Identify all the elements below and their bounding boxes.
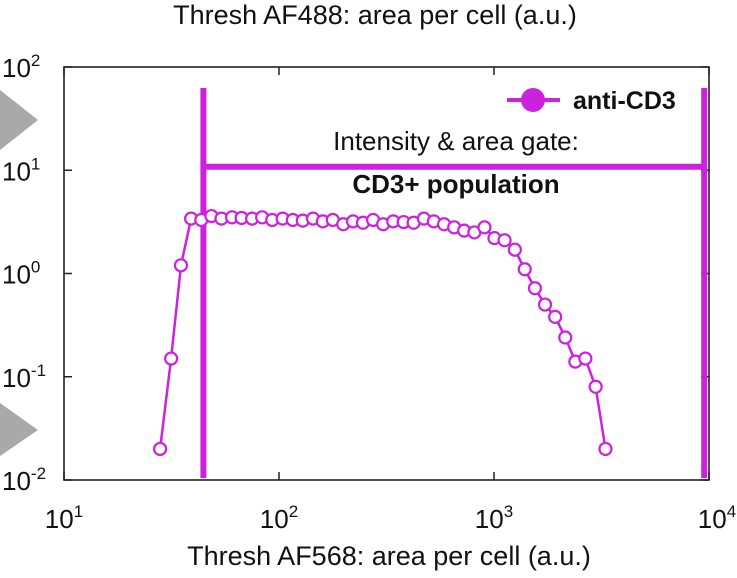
data-point xyxy=(588,379,603,394)
data-point xyxy=(477,220,492,235)
data-point xyxy=(497,233,512,248)
x-axis-label: Thresh AF568: area per cell (a.u.) xyxy=(187,541,591,571)
y-tick-label: 101 xyxy=(2,154,40,186)
x-ticks: 101 102 103 104 xyxy=(45,67,736,534)
chart-title: Thresh AF488: area per cell (a.u.) xyxy=(173,0,577,30)
series-line xyxy=(158,214,607,450)
data-point xyxy=(164,351,179,366)
x-tick-label: 103 xyxy=(475,502,513,534)
gate-label: CD3+ population xyxy=(352,169,559,199)
data-point xyxy=(578,351,593,366)
gate-title: Intensity & area gate: xyxy=(333,126,579,156)
series xyxy=(153,208,613,457)
y-tick-label: 102 xyxy=(2,51,40,83)
x-tick-label: 102 xyxy=(260,502,298,534)
data-point xyxy=(173,258,189,273)
gate xyxy=(200,88,708,478)
legend: anti-CD3 xyxy=(507,87,676,115)
data-point xyxy=(598,441,613,457)
data-point xyxy=(527,281,543,296)
data-point xyxy=(548,309,563,324)
legend-marker xyxy=(521,88,545,112)
data-point xyxy=(558,330,573,345)
data-point xyxy=(537,297,553,312)
data-point xyxy=(507,242,522,257)
x-tick-label: 101 xyxy=(45,502,83,534)
y-tick-label: 100 xyxy=(2,258,40,290)
data-point xyxy=(517,262,532,277)
y-tick-label: 10-2 xyxy=(2,464,46,496)
y-tick-label: 10-1 xyxy=(2,361,46,393)
y-ticks: 10-2 10-1 100 101 102 xyxy=(2,51,709,496)
data-point xyxy=(153,441,168,457)
left-arrow-marker-lower xyxy=(0,403,38,456)
left-arrow-marker-upper xyxy=(0,90,38,150)
x-tick-label: 104 xyxy=(698,502,736,534)
legend-label: anti-CD3 xyxy=(573,87,676,115)
